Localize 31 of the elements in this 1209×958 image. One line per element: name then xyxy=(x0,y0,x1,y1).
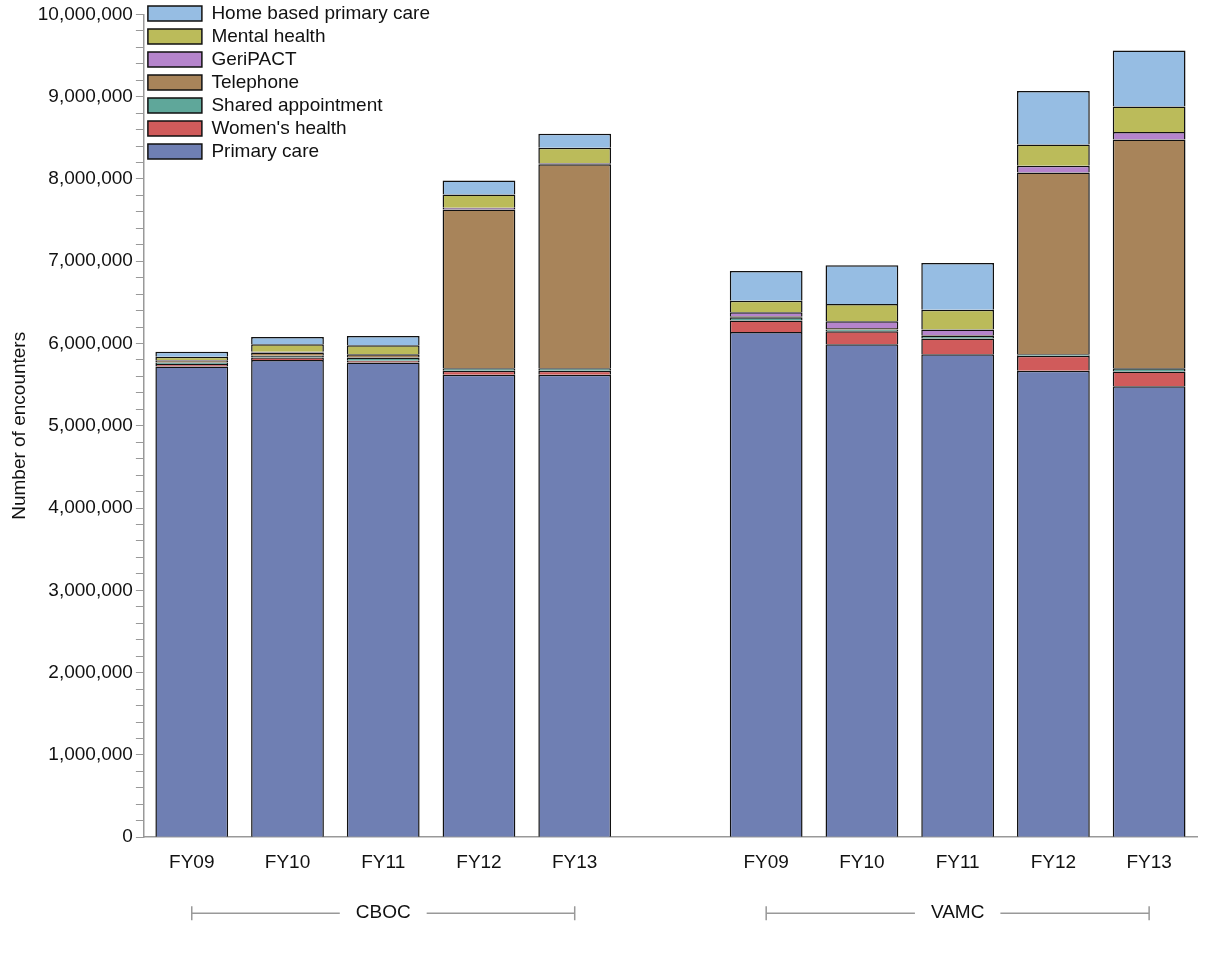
y-tick-label: 1,000,000 xyxy=(48,743,133,765)
x-tick-label: FY09 xyxy=(169,850,215,872)
x-tick-label: FY11 xyxy=(935,850,980,872)
legend-label: Shared appointment xyxy=(211,93,384,115)
legend-label: GeriPACT xyxy=(211,47,297,69)
legend-label: Home based primary care xyxy=(211,1,430,23)
x-tick-label: FY10 xyxy=(264,850,311,872)
x-tick-label: FY11 xyxy=(361,850,406,872)
y-tick-label: 8,000,000 xyxy=(48,167,133,189)
y-tick-label: 0 xyxy=(122,825,133,847)
y-tick-label: 10,000,000 xyxy=(37,2,133,24)
x-tick-label: FY10 xyxy=(839,850,885,872)
y-tick-label: 3,000,000 xyxy=(48,578,133,600)
y-axis-title: Number of encounters xyxy=(7,331,29,520)
y-tick-label: 9,000,000 xyxy=(48,84,133,106)
text: VAMC xyxy=(930,901,985,923)
legend-label: Primary care xyxy=(211,139,320,161)
x-tick-label: FY12 xyxy=(456,850,502,872)
y-tick-label: 6,000,000 xyxy=(48,331,133,353)
y-tick-label: 2,000,000 xyxy=(48,660,133,682)
x-tick-label: FY09 xyxy=(743,850,789,872)
x-tick-label: FY13 xyxy=(552,850,598,872)
x-tick-label: FY13 xyxy=(1126,850,1172,872)
legend-label: Telephone xyxy=(211,70,300,92)
y-tick-label: 7,000,000 xyxy=(48,249,133,271)
legend-label: Women's health xyxy=(211,116,347,138)
y-tick-label: 5,000,000 xyxy=(48,414,133,436)
legend-label: Mental health xyxy=(211,24,326,46)
text: CBOC xyxy=(355,901,411,923)
y-tick-label: 4,000,000 xyxy=(48,496,133,518)
x-tick-label: FY12 xyxy=(1030,850,1077,872)
